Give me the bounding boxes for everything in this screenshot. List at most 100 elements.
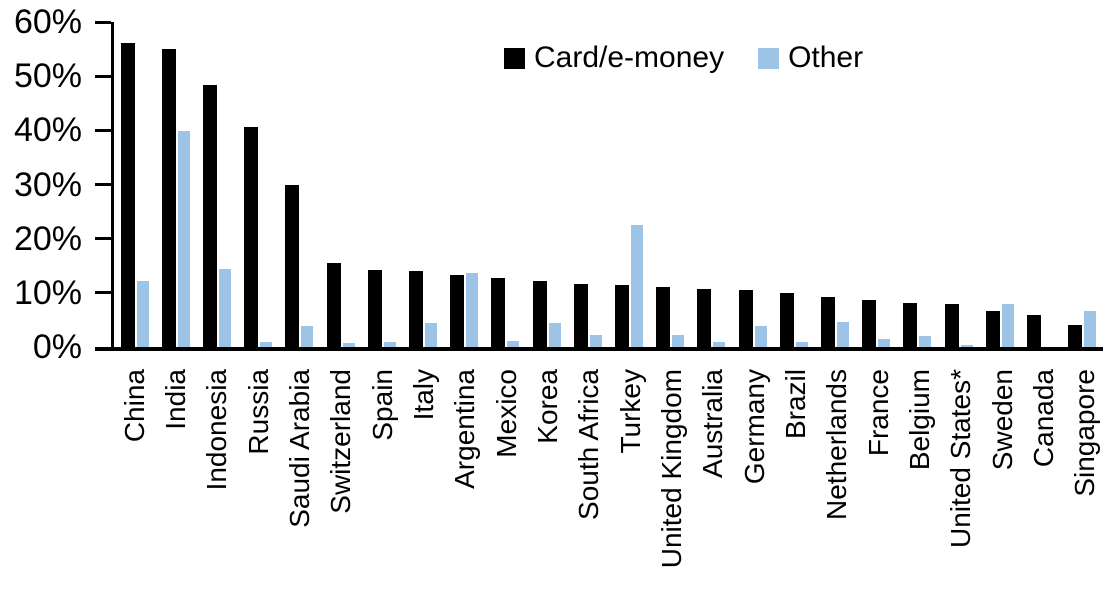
bar-other xyxy=(383,341,396,347)
bar-group xyxy=(485,22,526,347)
bar-other xyxy=(260,342,273,347)
bar-other xyxy=(837,321,850,347)
bar-group xyxy=(1020,22,1061,347)
x-axis-label: Australia xyxy=(697,369,729,478)
x-label-cell: France xyxy=(858,369,899,456)
bar-card xyxy=(532,280,547,347)
x-axis-label: China xyxy=(118,369,150,443)
bar-other xyxy=(1001,303,1014,347)
bar-group xyxy=(279,22,320,347)
bar-card xyxy=(120,42,135,347)
bar-group xyxy=(114,22,155,347)
legend-swatch-other-icon xyxy=(758,47,780,69)
x-label-cell: Spain xyxy=(362,369,403,441)
bar-other xyxy=(878,338,891,347)
bars-container xyxy=(114,22,1103,347)
x-label-cell: Sweden xyxy=(982,369,1023,470)
bar-other xyxy=(919,336,932,347)
x-axis-label: United States* xyxy=(945,369,977,548)
bar-card xyxy=(1027,314,1042,347)
x-label-cell: Canada xyxy=(1023,369,1064,467)
x-label-cell: Australia xyxy=(693,369,734,478)
y-tick-label: 40% xyxy=(13,111,82,150)
x-axis-label: Netherlands xyxy=(821,369,853,520)
x-label-cell: Singapore xyxy=(1065,369,1106,497)
y-tick xyxy=(95,20,111,24)
x-label-cell: South Africa xyxy=(569,369,610,520)
y-axis-line xyxy=(111,22,114,347)
bar-group xyxy=(1062,22,1103,347)
x-label-cell: Argentina xyxy=(445,369,486,489)
bar-group xyxy=(773,22,814,347)
x-axis-label: Turkey xyxy=(614,369,646,454)
bar-card xyxy=(615,284,630,347)
y-tick xyxy=(95,183,111,186)
bar-other xyxy=(548,322,561,347)
bar-other xyxy=(425,322,438,347)
bar-card xyxy=(367,270,382,347)
chart-legend: Card/e-money Other xyxy=(504,42,863,74)
x-axis-labels: China India Indonesia Russia Saudi Arabia Swi… xyxy=(114,369,1106,568)
bar-card xyxy=(738,290,753,347)
x-axis-label: France xyxy=(862,369,894,457)
bar-group xyxy=(814,22,855,347)
x-label-cell: United Kingdom xyxy=(651,369,692,568)
x-axis-label: Spain xyxy=(366,369,398,441)
y-tick-label: 50% xyxy=(13,57,82,96)
bar-group xyxy=(650,22,691,347)
y-tick-label: 30% xyxy=(13,165,82,204)
bar-group xyxy=(361,22,402,347)
bar-group xyxy=(238,22,279,347)
bar-group xyxy=(938,22,979,347)
bar-other xyxy=(136,280,149,347)
x-label-cell: Russia xyxy=(238,369,279,455)
legend-label-card-e-money: Card/e-money xyxy=(534,41,725,74)
bar-card xyxy=(285,185,300,347)
bar-card xyxy=(573,283,588,347)
x-label-cell: Indonesia xyxy=(197,369,238,490)
bar-card xyxy=(779,292,794,347)
x-axis-label: Russia xyxy=(242,369,274,455)
x-axis-label: Switzerland xyxy=(325,369,357,514)
bar-other xyxy=(631,225,644,347)
bar-card xyxy=(1068,325,1083,347)
legend-item-other: Other xyxy=(758,42,863,74)
bar-group xyxy=(526,22,567,347)
x-axis-label: Korea xyxy=(531,369,563,444)
bar-other xyxy=(1084,310,1097,347)
y-tick xyxy=(95,128,111,132)
bar-other xyxy=(754,325,767,347)
bar-card xyxy=(985,311,1000,347)
x-label-cell: Turkey xyxy=(610,369,651,454)
bar-group xyxy=(608,22,649,347)
bar-card xyxy=(244,127,259,347)
legend-swatch-card-e-money-icon xyxy=(504,47,525,69)
x-axis-label: Canada xyxy=(1027,369,1059,468)
x-axis-label: Indonesia xyxy=(201,369,233,491)
x-axis-label: Brazil xyxy=(779,369,811,440)
y-tick xyxy=(95,291,111,295)
x-axis-line xyxy=(95,347,1103,351)
x-label-cell: China xyxy=(114,369,155,442)
x-label-cell: Italy xyxy=(403,369,444,420)
bar-card xyxy=(203,84,217,347)
bar-group xyxy=(155,22,196,347)
bar-other xyxy=(301,326,314,347)
x-label-cell: Brazil xyxy=(775,369,816,439)
bar-card xyxy=(862,299,877,347)
bar-other xyxy=(466,272,479,347)
bar-group xyxy=(567,22,608,347)
bar-other xyxy=(507,340,520,347)
y-tick-label: 10% xyxy=(13,273,82,312)
x-label-cell: Korea xyxy=(527,369,568,444)
bar-card xyxy=(450,274,465,347)
bar-other xyxy=(795,341,808,347)
bar-group xyxy=(897,22,938,347)
x-axis-label: Mexico xyxy=(490,369,522,458)
bar-card xyxy=(697,289,712,347)
x-axis-label: Saudi Arabia xyxy=(283,369,315,528)
bar-other xyxy=(342,342,355,347)
bar-group xyxy=(979,22,1020,347)
x-axis-label: Singapore xyxy=(1069,369,1101,497)
x-label-cell: Netherlands xyxy=(817,369,858,520)
